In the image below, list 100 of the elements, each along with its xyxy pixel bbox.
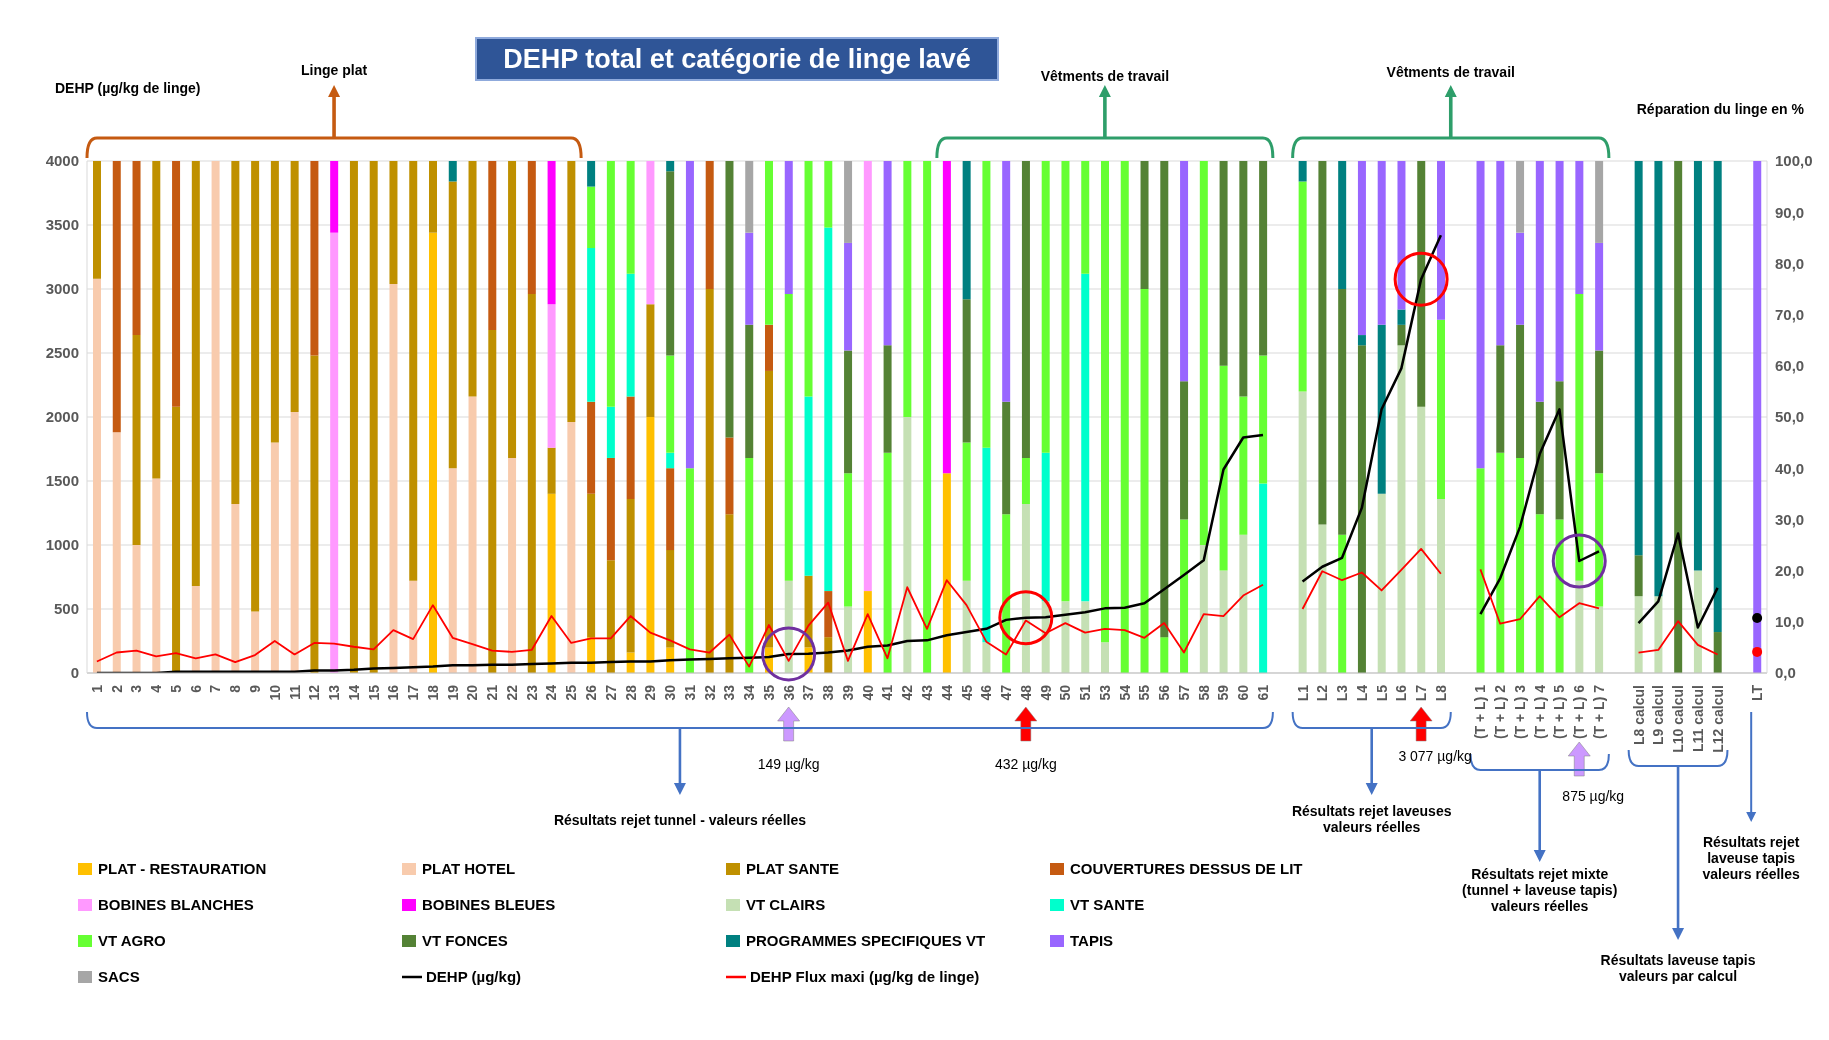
bar (547, 493, 556, 673)
legend-label: BOBINES BLEUES (422, 896, 556, 913)
bar (1654, 596, 1663, 673)
x-tick-label: L6 (1393, 684, 1410, 702)
bar (784, 294, 793, 581)
bar (270, 442, 279, 673)
bar (1298, 161, 1307, 182)
y2-tick-label: 100,0 (1775, 152, 1813, 170)
x-tick-label: 43 (919, 684, 935, 701)
x-tick-label: 19 (444, 684, 461, 701)
y-tick-label: 4000 (45, 152, 79, 170)
bar (448, 161, 457, 182)
x-tick-label: 17 (405, 684, 422, 701)
y2-tick-label: 60,0 (1775, 357, 1805, 375)
bar (1357, 335, 1366, 346)
bar (962, 161, 971, 300)
bar (1081, 601, 1090, 673)
x-tick-label: L11 calcul (1689, 685, 1706, 752)
x-tick-label: 54 (1116, 684, 1133, 701)
bar (1555, 161, 1564, 382)
x-tick-label: 10 (266, 684, 283, 701)
y-axis-title: DEHP (µg/kg de linge) (55, 80, 201, 96)
bar (152, 161, 161, 479)
bar (1516, 161, 1525, 233)
bar (1061, 601, 1070, 673)
x-tick-label: 39 (839, 684, 856, 701)
bar (883, 345, 892, 453)
y-tick-label: 3500 (45, 216, 79, 234)
x-tick-label: 41 (879, 684, 896, 701)
bar (1338, 289, 1347, 535)
bar (132, 335, 141, 545)
x-tick-label: (T + L) 4 (1531, 684, 1548, 740)
bar (409, 161, 418, 581)
bar (191, 161, 200, 586)
bar (1535, 401, 1544, 515)
x-tick-label: 18 (424, 684, 441, 701)
bar (765, 370, 773, 648)
x-tick-label: L3 (1334, 684, 1351, 702)
legend-label: PLAT HOTEL (422, 860, 516, 877)
bar (666, 171, 675, 356)
bar (1555, 381, 1564, 520)
bar (1318, 161, 1327, 525)
x-tick-label: 2 (108, 684, 125, 693)
legend-label: VT FONCES (422, 932, 508, 949)
y2-tick-label: 70,0 (1775, 305, 1805, 323)
bar (1634, 555, 1643, 597)
bar (488, 161, 497, 330)
bar (1555, 519, 1564, 673)
bar (1634, 596, 1643, 673)
y-tick-label: 1000 (45, 536, 79, 554)
bar (290, 161, 299, 412)
bar (1753, 161, 1762, 673)
legend-label: BOBINES BLANCHES (98, 896, 254, 913)
bar (1595, 473, 1604, 607)
bar (527, 161, 536, 295)
x-tick-label: (T + L) 1 (1472, 684, 1489, 740)
bar (942, 161, 951, 474)
text: Résultats rejet mixte (tunnel + laveuse tapis) valeurs réelles (1461, 866, 1619, 914)
x-tick-label: (T + L) 3 (1511, 684, 1528, 740)
x-tick-label: 50 (1057, 684, 1074, 701)
bar (824, 637, 833, 673)
bar (1437, 319, 1445, 499)
bar (1535, 161, 1544, 402)
x-tick-label: 6 (187, 684, 204, 693)
x-tick-label: 36 (780, 684, 797, 701)
y-tick-label: 1500 (45, 472, 79, 490)
x-tick-label: 11 (286, 684, 303, 700)
bar (1021, 504, 1030, 673)
x-tick-label: 53 (1096, 684, 1113, 701)
bar (1338, 534, 1347, 673)
x-tick-label: 38 (820, 684, 837, 701)
bar (606, 457, 615, 561)
x-tick-label: 57 (1175, 684, 1192, 701)
bar (1120, 161, 1129, 673)
bar (330, 161, 339, 233)
bar (666, 550, 675, 648)
y2-tick-label: 30,0 (1775, 510, 1805, 528)
x-tick-label: 49 (1037, 684, 1054, 701)
x-tick-label: 51 (1077, 684, 1094, 701)
bar (685, 161, 694, 469)
y2-tick-label: 40,0 (1775, 459, 1805, 477)
bar (1575, 161, 1584, 295)
bar (962, 442, 971, 581)
bar (508, 161, 517, 458)
bar (152, 478, 161, 673)
bar (666, 468, 675, 551)
y-tick-label: 500 (53, 600, 79, 618)
bar (191, 585, 200, 673)
bar (429, 232, 437, 673)
bar (1516, 457, 1525, 673)
x-tick-label: 13 (326, 684, 343, 701)
legend-label: PROGRAMMES SPECIFIQUES VT (746, 932, 986, 949)
x-tick-label: 33 (721, 684, 738, 701)
y2-tick-label: 20,0 (1775, 561, 1805, 579)
x-tick-label: 3 (128, 684, 145, 693)
x-tick-label: 30 (662, 684, 679, 701)
bar (626, 396, 635, 499)
bar (1595, 242, 1604, 351)
x-tick-label: 60 (1235, 684, 1252, 701)
x-tick-label: 14 (345, 684, 362, 701)
